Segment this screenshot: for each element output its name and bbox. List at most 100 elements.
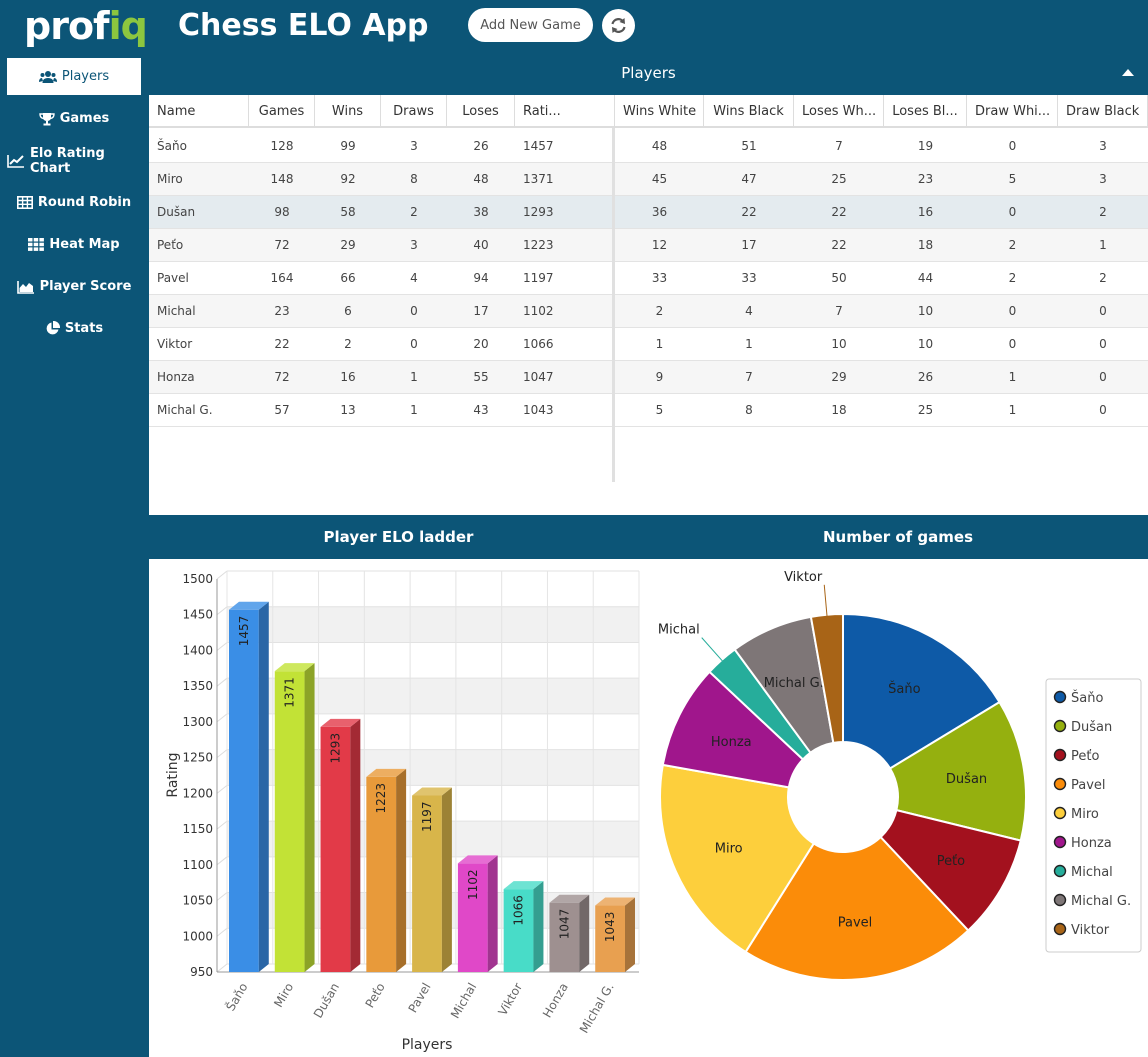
- bar[interactable]: 1371: [274, 663, 315, 972]
- y-tick-label: 1250: [182, 751, 213, 765]
- column-header[interactable]: Draws: [381, 95, 447, 128]
- sidebar: Players Games Elo Rating Chart Round Rob…: [0, 51, 149, 1057]
- players-table: Name Games Wins Draws Loses Rati... Wins White…: [149, 95, 1148, 559]
- table-cell: 26: [473, 139, 489, 153]
- table-row[interactable]: Miro 148 92 8 48 1371 45 47 25 23 5 3: [149, 163, 1148, 196]
- grid-line: [216, 892, 228, 901]
- pie-slice[interactable]: [809, 612, 844, 745]
- legend-swatch: [1053, 922, 1067, 936]
- bar-top: [366, 768, 407, 777]
- y-tick-label: 1500: [182, 572, 213, 586]
- column-header[interactable]: Loses Wh...: [794, 95, 884, 128]
- table-cell: 4: [745, 304, 753, 318]
- trophy-icon: [39, 112, 55, 125]
- pie-slice[interactable]: [842, 612, 1001, 770]
- bar[interactable]: 1197: [412, 787, 452, 972]
- column-header[interactable]: Name: [149, 95, 249, 128]
- table-cell: 26: [917, 370, 934, 384]
- bar-front: [549, 902, 580, 972]
- bar-value-label: 1457: [237, 616, 251, 647]
- legend-swatch: [1053, 690, 1067, 704]
- table-cell: 2: [410, 205, 418, 219]
- slice-label: Miro: [715, 842, 743, 857]
- sidebar-item-players[interactable]: Players: [7, 58, 141, 95]
- sidebar-item-stats[interactable]: Stats: [7, 310, 141, 347]
- sidebar-item-heat-map[interactable]: Heat Map: [7, 226, 141, 263]
- column-header[interactable]: Draw Black: [1058, 95, 1148, 128]
- refresh-button[interactable]: [602, 9, 635, 42]
- bar[interactable]: 1223: [366, 768, 407, 972]
- table-cell: 23: [917, 172, 934, 186]
- table-row[interactable]: Dušan 98 58 2 38 1293 36 22 22 16 0 2: [149, 196, 1148, 229]
- charts-header: Player ELO ladder Number of games: [149, 515, 1148, 559]
- top-bar: profiq Chess ELO App Add New Game: [0, 0, 1148, 51]
- table-cell: 29: [831, 370, 847, 384]
- pie-chart-icon: [46, 321, 60, 335]
- table-row[interactable]: Michal G. 57 13 1 43 1043 5 8 18 25 1 0: [149, 394, 1148, 427]
- column-header[interactable]: Loses: [447, 95, 515, 128]
- legend-label: Michal G.: [1071, 894, 1131, 909]
- table-cell: 7: [835, 304, 843, 318]
- legend-item[interactable]: Michal: [1053, 864, 1113, 880]
- table-cell: 2: [1008, 238, 1017, 252]
- grid-band: [227, 606, 639, 643]
- legend-item[interactable]: Pavel: [1053, 777, 1106, 793]
- y-tick-label: 1400: [182, 643, 213, 657]
- add-new-game-button[interactable]: Add New Game: [468, 8, 593, 42]
- legend-item[interactable]: Honza: [1053, 835, 1112, 851]
- column-splitter[interactable]: [612, 128, 615, 482]
- table-cell: Honza: [157, 370, 195, 384]
- slice-label: Viktor: [784, 570, 823, 585]
- table-row[interactable]: Viktor 22 2 0 20 1066 1 1 10 10 0 0: [149, 328, 1148, 361]
- bar[interactable]: 1293: [320, 718, 361, 972]
- table-cell: 1: [655, 337, 664, 351]
- bar[interactable]: 1457: [229, 601, 269, 972]
- sidebar-item-player-score[interactable]: Player Score: [7, 268, 141, 305]
- bar[interactable]: 1047: [549, 894, 590, 972]
- slice-label: Šaňo: [888, 681, 920, 697]
- pie-slice[interactable]: [888, 700, 1027, 842]
- table-cell: 33: [651, 271, 668, 285]
- table-header-row: Name Games Wins Draws Loses Rati... Wins White…: [149, 95, 1148, 128]
- bar-value-label: 1066: [512, 895, 526, 926]
- table-row[interactable]: Šaňo 128 99 3 26 1457 48 51 7 19 0 3: [149, 130, 1148, 163]
- table-row[interactable]: Honza 72 16 1 55 1047 9 7 29 26 1 0: [149, 361, 1148, 394]
- legend-item[interactable]: Miro: [1053, 806, 1099, 822]
- column-header[interactable]: Loses Bl...: [884, 95, 967, 128]
- table-cell: 1102: [523, 304, 554, 318]
- y-tick-label: 950: [190, 965, 213, 979]
- table-cell: 0: [1008, 337, 1017, 351]
- table-cell: Miro: [157, 172, 183, 186]
- pie-slice[interactable]: [744, 835, 970, 981]
- column-header[interactable]: Draw Whi...: [967, 95, 1058, 128]
- bar[interactable]: 1102: [457, 855, 498, 972]
- legend-item[interactable]: Dušan: [1053, 719, 1113, 735]
- table-cell: 25: [831, 172, 847, 186]
- bar-side: [625, 897, 635, 972]
- bar-side: [441, 787, 452, 972]
- table-row[interactable]: Michal 23 6 0 17 1102 2 4 7 10 0 0: [149, 295, 1148, 328]
- column-header[interactable]: Wins Black: [704, 95, 794, 128]
- table-cell: 7: [745, 370, 753, 384]
- column-header[interactable]: Wins White: [615, 95, 704, 128]
- sidebar-item-elo-rating-chart[interactable]: Elo Rating Chart: [7, 142, 141, 179]
- collapse-icon[interactable]: [1122, 69, 1134, 76]
- legend-item[interactable]: Peťo: [1053, 748, 1100, 764]
- table-row[interactable]: Pavel 164 66 4 94 1197 33 33 50 44 2 2: [149, 262, 1148, 295]
- legend-item[interactable]: Michal G.: [1053, 893, 1132, 909]
- sidebar-item-round-robin[interactable]: Round Robin: [7, 184, 141, 221]
- bar-front: [320, 726, 351, 972]
- legend-item[interactable]: Šaňo: [1053, 690, 1104, 706]
- table-cell: 1457: [523, 139, 554, 153]
- legend-item[interactable]: Viktor: [1053, 922, 1110, 938]
- sidebar-item-label: Elo Rating Chart: [30, 145, 105, 176]
- bar[interactable]: 1066: [503, 881, 544, 972]
- sidebar-item-games[interactable]: Games: [7, 100, 141, 137]
- table-row[interactable]: Peťo 72 29 3 40 1223 12 17 22 18 2 1: [149, 229, 1148, 262]
- column-header[interactable]: Games: [249, 95, 315, 128]
- pie-slice[interactable]: [659, 763, 816, 954]
- table-cell: 8: [745, 403, 753, 417]
- table-cell: 3: [410, 139, 418, 153]
- column-header[interactable]: Wins: [315, 95, 381, 128]
- bar[interactable]: 1043: [595, 897, 635, 972]
